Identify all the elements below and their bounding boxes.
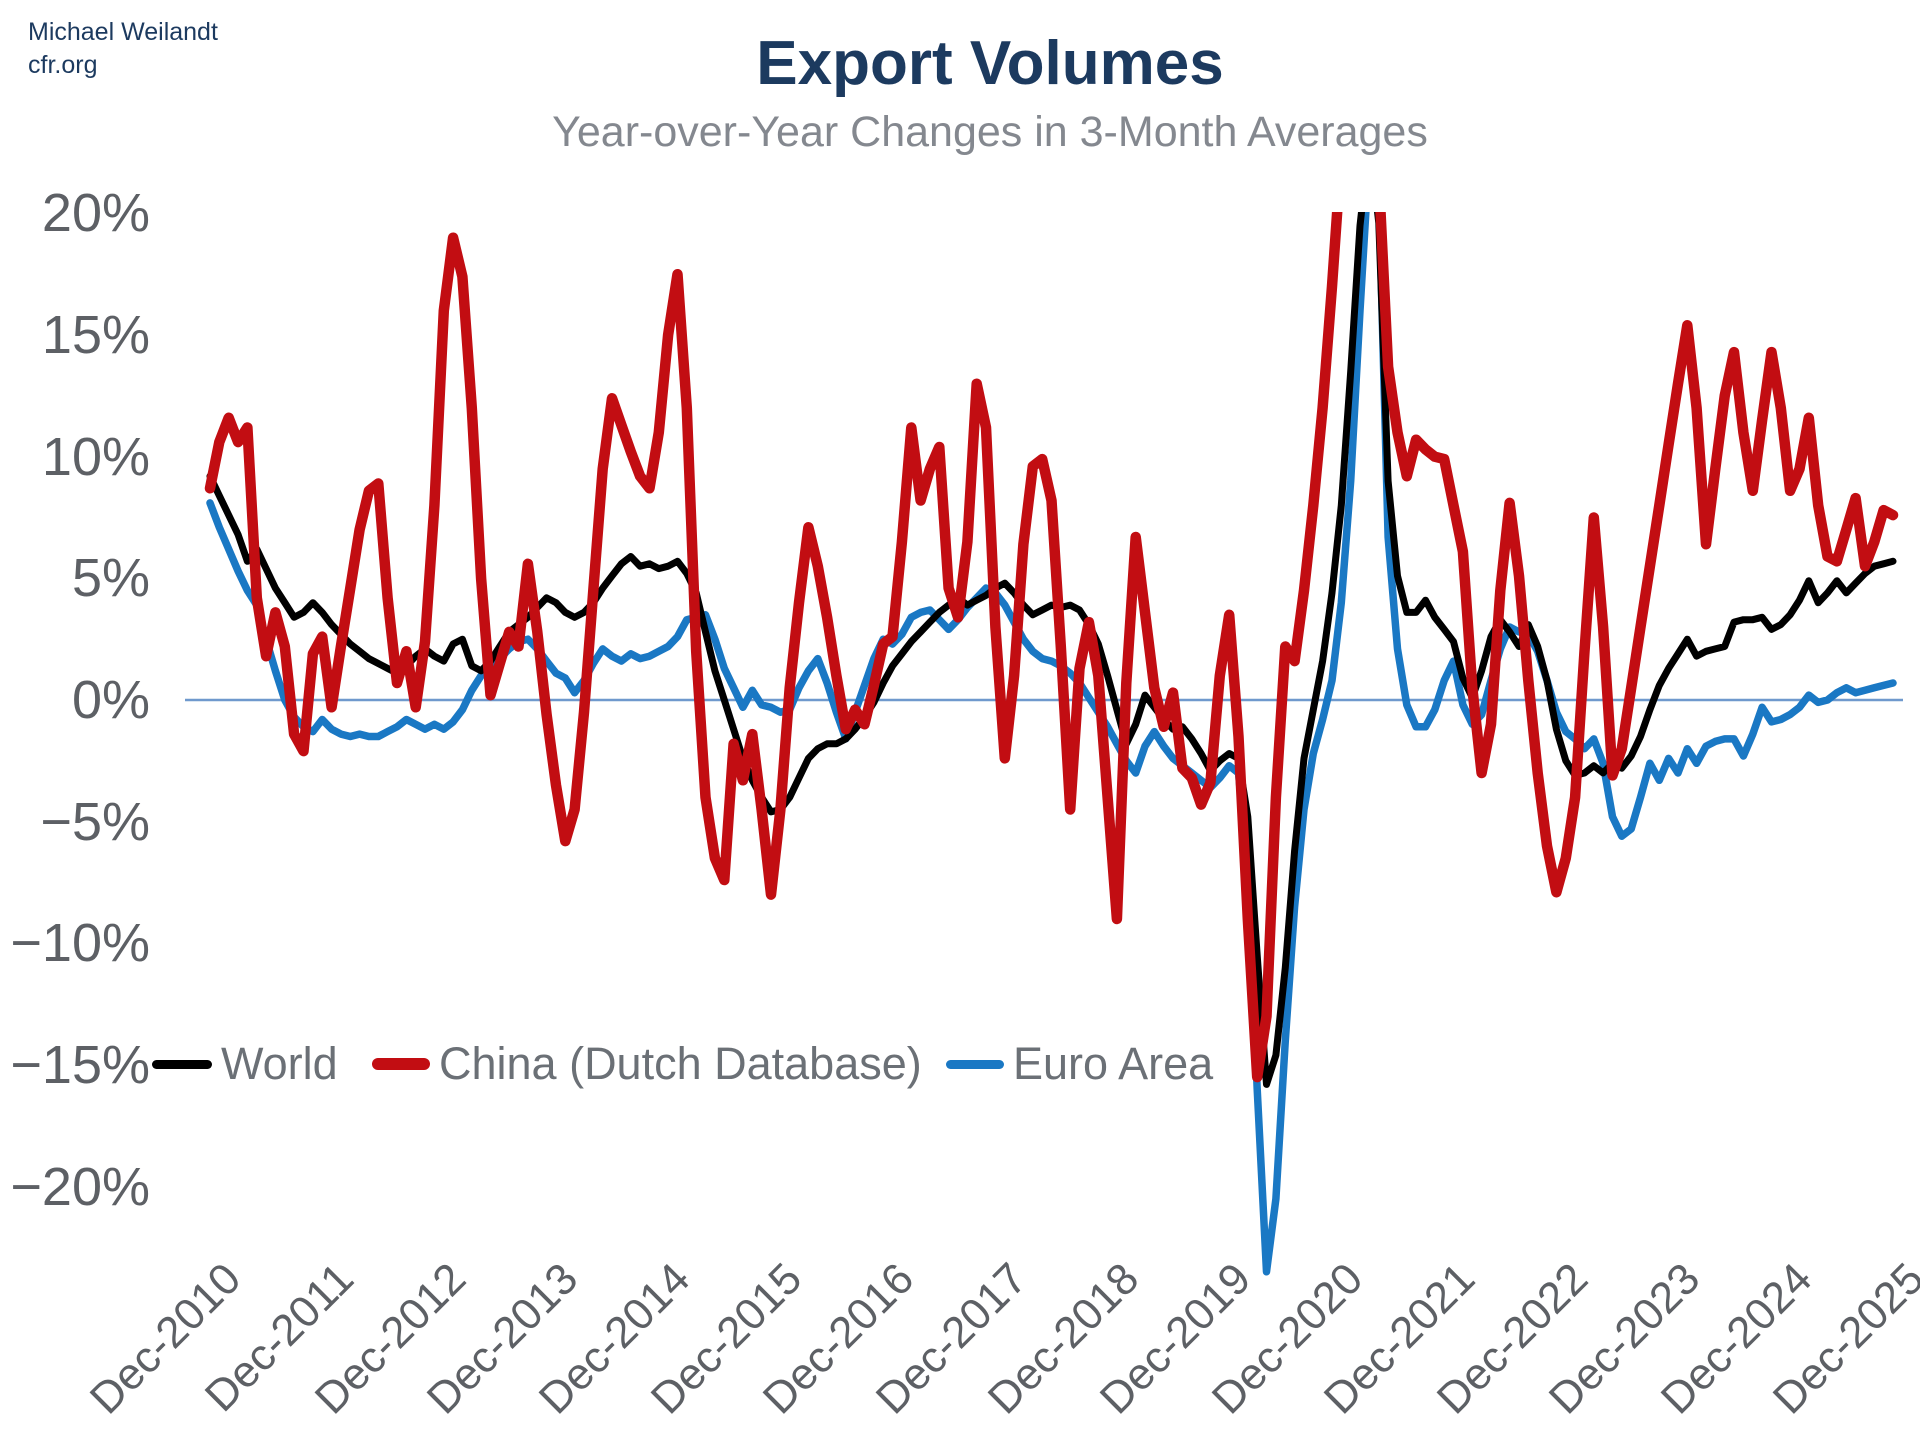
legend-item-china-dutch-database: China (Dutch Database) (372, 1038, 922, 1090)
y-tick-label: 20% (41, 183, 150, 244)
y-tick-label: 10% (41, 426, 150, 487)
series-layer (204, 212, 1899, 1276)
legend-swatch-icon (372, 1058, 430, 1070)
legend-swatch-icon (152, 1059, 212, 1069)
credit-site: cfr.org (28, 51, 98, 79)
page-title: Export Volumes (756, 29, 1224, 98)
y-tick-label: 0% (71, 670, 150, 730)
legend-swatch-icon (946, 1059, 1004, 1069)
legend-label: Euro Area (1013, 1038, 1214, 1089)
credit-author: Michael Weilandt (28, 18, 218, 46)
y-tick-label: −20% (10, 1156, 150, 1217)
credit-block: Michael Weilandt cfr.org (28, 16, 218, 82)
y-tick-label: −10% (10, 913, 150, 974)
legend-label: World (221, 1038, 338, 1089)
legend-label: China (Dutch Database) (439, 1038, 922, 1089)
y-tick-label: 5% (71, 548, 150, 609)
legend-item-world: World (152, 1038, 338, 1090)
y-tick-label: −15% (10, 1034, 150, 1095)
page-subtitle: Year-over-Year Changes in 3-Month Averag… (552, 108, 1428, 156)
series-line-china-dutch-database (204, 212, 1899, 1083)
y-tick-label: 15% (41, 305, 150, 366)
y-tick-label: −5% (40, 791, 150, 852)
legend-item-euro-area: Euro Area (946, 1038, 1213, 1090)
